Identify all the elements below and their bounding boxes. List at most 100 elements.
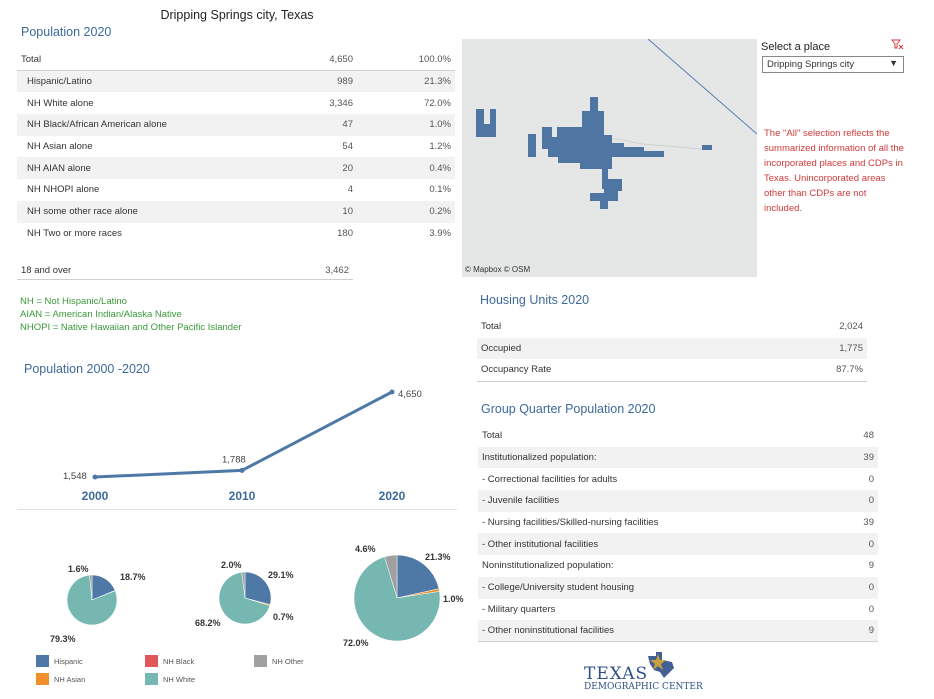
group-quarters-row-value: 0: [841, 576, 878, 599]
pie-slice-nh-white: [218, 571, 271, 625]
pie-slice-hispanic: [244, 571, 272, 605]
legend-nh-white: NH White: [145, 673, 195, 685]
population-row-pct: 1.2%: [429, 141, 451, 153]
group-quarters-row-label: Noninstitutionalized population:: [482, 560, 614, 572]
group-quarters-row-value: 9: [868, 560, 874, 572]
pie-slice-label: 79.3%: [50, 634, 76, 644]
map-canvas[interactable]: [462, 39, 757, 277]
population-row-pct: 3.9%: [429, 227, 451, 239]
housing-row: Total 2,024: [477, 316, 867, 338]
population-row-label: NH Black/African American alone: [17, 114, 247, 136]
pie-slice-hispanic: [396, 554, 440, 599]
population-row: NH some other race alone 10 0.2%: [17, 200, 455, 223]
city-map[interactable]: © Mapbox © OSM: [462, 39, 757, 277]
trend-point: [239, 467, 245, 473]
group-quarters-row-label: - Other institutional facilities: [478, 533, 842, 556]
pie-slice-nh-other: [384, 554, 398, 599]
legend-hispanic: Hispanic: [36, 655, 83, 667]
map-road: [647, 39, 757, 135]
housing-table: Total 2,024 Occupied 1,775 Occupancy Rate 87.…: [477, 316, 867, 382]
group-quarters-row: - Juvenile facilities 0: [478, 490, 878, 512]
group-quarters-row-value: 0: [868, 603, 874, 615]
group-quarters-row: - Military quarters 0: [478, 599, 878, 621]
population-table: Total 4,650 100.0% Hispanic/Latino 989 21.3% N…: [17, 49, 455, 244]
group-quarters-row-value: 0: [841, 533, 878, 556]
group-quarters-row-value: 48: [863, 430, 874, 442]
pie-slice-label: 1.6%: [68, 564, 89, 574]
clear-filter-icon[interactable]: [891, 39, 904, 50]
pie-slice-label: 68.2%: [195, 618, 221, 628]
map-attribution: © Mapbox © OSM: [465, 265, 531, 274]
group-quarters-row: Institutionalized population: 39: [478, 446, 878, 469]
group-quarters-title: Group Quarter Population 2020: [481, 402, 656, 416]
population-row-pct: 1.0%: [357, 114, 455, 136]
group-quarters-row-label: - Correctional facilities for adults: [482, 473, 618, 485]
pie-slice-nh-white: [353, 556, 441, 642]
group-quarters-row-value: 9: [841, 620, 878, 642]
population-row-pct: 100.0%: [357, 49, 455, 72]
chevron-down-icon[interactable]: ▼: [889, 58, 898, 68]
population-row-count: 180: [337, 227, 353, 239]
population-row-count: 4: [347, 184, 353, 196]
population-row-count: 3,346: [329, 97, 353, 109]
population-row-count: 54: [342, 141, 353, 153]
housing-row-value: 2,024: [839, 321, 863, 333]
abbreviation-legend: NH = Not Hispanic/Latino AIAN = American…: [20, 295, 242, 334]
housing-row-label: Occupied: [477, 337, 747, 360]
group-quarters-row: Noninstitutionalized population: 9: [478, 555, 878, 577]
population-row-label: NH White alone: [27, 97, 94, 109]
population-row-count: 20: [247, 157, 357, 180]
abbr-nhopi: NHOPI = Native Hawaiian and Other Pacifi…: [20, 322, 242, 333]
population-total-row: Total 4,650 100.0%: [17, 49, 455, 72]
population-row-label: NH Two or more races: [27, 227, 122, 239]
selection-note: The "All" selection reflects the summari…: [764, 128, 904, 214]
swatch-nh-other: [254, 655, 267, 667]
group-quarters-row: - Other noninstitutional facilities 9: [478, 620, 878, 642]
trend-point-label: 4,650: [398, 389, 422, 400]
legend-nh-other: NH Other: [254, 655, 304, 667]
logo-line2: DEMOGRAPHIC CENTER: [584, 682, 703, 692]
pie-slice-nh-white: [66, 574, 118, 626]
legend-nh-black-label: NH Black: [163, 656, 195, 666]
place-select-value: Dripping Springs city: [767, 59, 855, 70]
group-quarters-row-label: - Other noninstitutional facilities: [478, 620, 842, 642]
population-row: NH White alone 3,346 72.0%: [17, 92, 455, 114]
trend-divider: [17, 509, 457, 510]
legend-hispanic-label: Hispanic: [54, 656, 83, 666]
group-quarters-row: - Nursing facilities/Skilled-nursing fac…: [478, 512, 878, 534]
group-quarters-table: Total 48 Institutionalized population: 39- …: [478, 425, 878, 642]
legend-nh-other-label: NH Other: [272, 656, 304, 666]
swatch-nh-black: [145, 655, 158, 667]
place-title: Dripping Springs city, Texas: [160, 8, 314, 22]
trend-year-label: 2010: [229, 489, 256, 503]
pie-slice-label: 29.1%: [268, 570, 294, 580]
population-row-pct: 72.0%: [424, 97, 451, 109]
select-place-label: Select a place: [761, 41, 831, 53]
trend-year-label: 2000: [82, 489, 109, 503]
group-quarters-row-label: - Nursing facilities/Skilled-nursing fac…: [482, 517, 659, 529]
group-quarters-row: - Correctional facilities for adults 0: [478, 468, 878, 490]
logo-line1: TEXAS: [584, 664, 649, 684]
population-row: NH Black/African American alone 47 1.0%: [17, 114, 455, 136]
population-row-label: Hispanic/Latino: [17, 70, 247, 93]
pie-slice-label: 2.0%: [221, 560, 242, 570]
group-quarters-row-value: 0: [841, 490, 878, 512]
population-row-pct: 0.2%: [357, 200, 455, 223]
race-pie-charts: 18.7% 79.3% 1.6% 29.1% 0.7% 68.2% 2.0% 21.3% 1.0…: [50, 544, 464, 648]
population-row-label: NH some other race alone: [17, 200, 247, 223]
group-quarters-row-label: Institutionalized population:: [478, 446, 842, 469]
housing-row-label: Total: [481, 321, 502, 333]
adults-row: 18 and over 3,462: [17, 262, 353, 280]
legend-nh-white-label: NH White: [163, 674, 196, 684]
pie-slice-nh-other: [89, 574, 93, 601]
place-select[interactable]: Dripping Springs city ▼: [762, 56, 904, 73]
population-row-pct: 0.1%: [429, 184, 451, 196]
abbr-aian: AIAN = American Indian/Alaska Native: [20, 309, 182, 320]
group-quarters-row-label: - Military quarters: [482, 603, 556, 615]
population-row-label: NH AIAN alone: [17, 157, 247, 180]
population-title: Population 2020: [21, 25, 112, 39]
population-row: NH AIAN alone 20 0.4%: [17, 157, 455, 180]
population-row-pct: 0.4%: [357, 157, 455, 180]
trend-point: [389, 389, 395, 395]
housing-row-label: Occupancy Rate: [481, 364, 552, 376]
